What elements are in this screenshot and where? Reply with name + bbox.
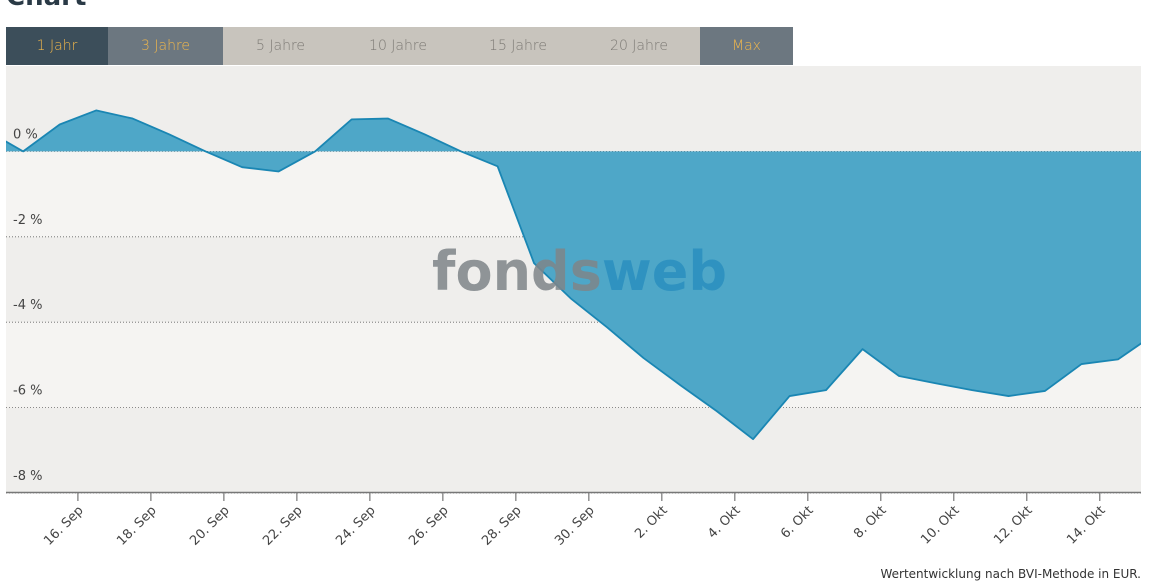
tab[interactable]: 3 Jahre: [108, 27, 223, 65]
range-tabs: 1 Jahr 3 Jahre 5 Jahre 10 Jahre 15 Jahre…: [6, 27, 793, 65]
x-tick-label: 18. Sep: [114, 503, 159, 548]
x-tick-label: 22. Sep: [260, 503, 305, 548]
x-tick-label: 12. Okt: [991, 503, 1035, 547]
watermark-part: fonds: [432, 240, 602, 303]
tab[interactable]: 20 Jahre: [578, 27, 700, 65]
x-tick-label: 10. Okt: [918, 503, 962, 547]
tab[interactable]: Max: [700, 27, 793, 65]
tab[interactable]: 15 Jahre: [458, 27, 578, 65]
x-tick-label: 16. Sep: [41, 503, 86, 548]
tab[interactable]: 5 Jahre: [223, 27, 338, 65]
y-tick-label: -4 %: [13, 298, 42, 313]
area: [6, 110, 1141, 440]
tab[interactable]: 1 Jahr: [6, 27, 108, 65]
x-tick-label: 20. Sep: [187, 503, 232, 548]
tab[interactable]: 10 Jahre: [338, 27, 458, 65]
x-tick-label: 24. Sep: [333, 503, 378, 548]
y-tick-label: 0 %: [13, 127, 38, 142]
plot-band: [6, 407, 1141, 493]
x-tick-label: 14. Okt: [1064, 503, 1108, 547]
y-tick-label: -2 %: [13, 213, 42, 228]
watermark: fondsweb: [432, 240, 727, 303]
watermark-part: web: [602, 240, 727, 303]
line: [6, 109, 1141, 441]
x-tick-label: 8. Okt: [851, 503, 889, 541]
x-tick-label: 6. Okt: [778, 503, 816, 541]
y-tick-label: -8 %: [13, 469, 42, 484]
plot-band: [6, 66, 1141, 152]
y-tick-label: -6 %: [13, 384, 42, 399]
x-tick-label: 26. Sep: [406, 503, 451, 548]
chart-title: Chart: [6, 0, 86, 12]
x-tick-label: 2. Okt: [632, 503, 670, 541]
x-tick-label: 30. Sep: [552, 503, 597, 548]
x-tick-label: 4. Okt: [705, 503, 743, 541]
x-tick-label: 28. Sep: [479, 503, 524, 548]
footnote: Wertentwicklung nach BVI-Methode in EUR.: [880, 567, 1141, 581]
